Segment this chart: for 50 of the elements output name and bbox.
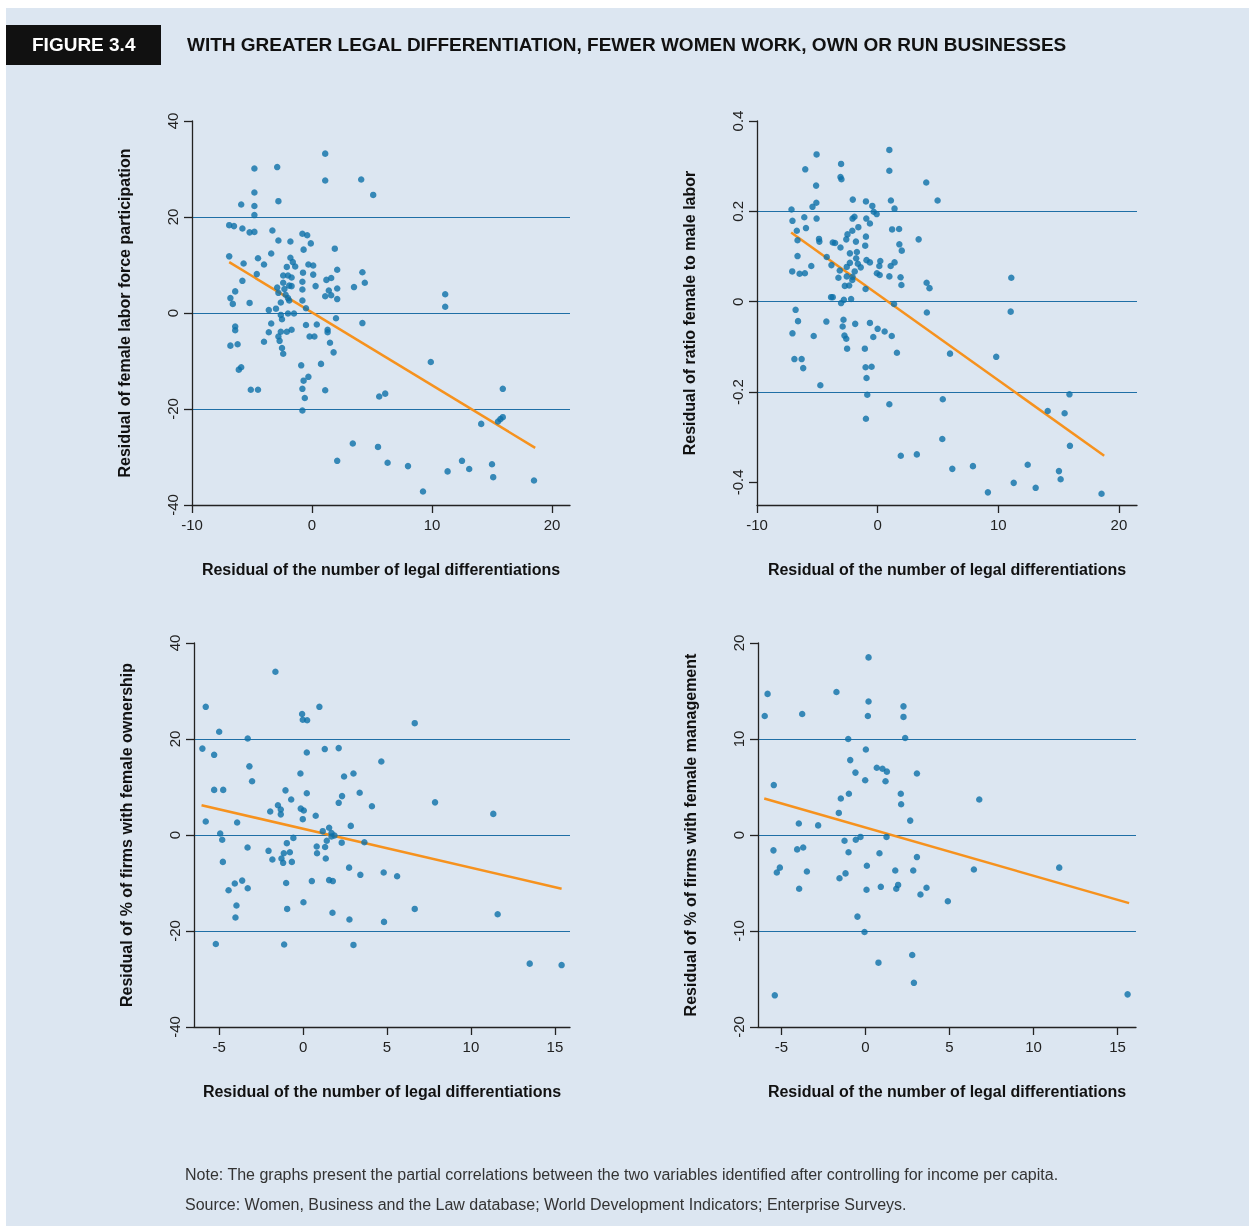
x-tick-label: 15 bbox=[546, 1038, 564, 1055]
x-tick-label: -5 bbox=[774, 1038, 789, 1055]
x-tick-label: 0 bbox=[307, 516, 317, 533]
x-tick-label: -10 bbox=[181, 516, 203, 533]
text: WITH GREATER LEGAL DIFFERENTIATION, FEWER WOMEN WORK, OWN OR RUN BUSINESSES bbox=[187, 33, 1067, 57]
y-tick-label: -20 bbox=[166, 920, 183, 942]
y-tick-label: 20 bbox=[166, 730, 183, 748]
x-tick-label: 20 bbox=[1110, 516, 1128, 533]
y-tick-label: 0 bbox=[166, 830, 183, 840]
y-tick-label: 40 bbox=[164, 112, 181, 130]
y-tick-label: -0.2 bbox=[729, 379, 746, 405]
x-tick-label: 0 bbox=[873, 516, 882, 533]
y-tick-label: -40 bbox=[164, 494, 181, 516]
y-axis-title: Residual of female labor force participation bbox=[115, 148, 133, 478]
x-tick-label: -10 bbox=[746, 516, 768, 533]
y-tick-label: 0 bbox=[729, 297, 746, 306]
y-tick-label: -20 bbox=[164, 398, 181, 420]
source-note: Source: Women, Business and the Law database; World Development Indicators; Enterprise Surveys. bbox=[185, 1195, 908, 1215]
x-tick-label: 10 bbox=[462, 1038, 480, 1055]
y-tick-label: 40 bbox=[166, 634, 183, 652]
y-tick-label: 20 bbox=[730, 634, 747, 652]
y-tick-label: -40 bbox=[166, 1016, 183, 1038]
y-tick-label: 20 bbox=[164, 208, 181, 226]
y-tick-label: 10 bbox=[730, 730, 747, 748]
y-tick-label: -10 bbox=[730, 920, 747, 942]
y-tick-label: 0.2 bbox=[729, 200, 746, 222]
y-tick-label: 0 bbox=[164, 308, 181, 318]
x-tick-label: 10 bbox=[1025, 1038, 1042, 1055]
y-axis-title: Residual of ratio female to male labor bbox=[680, 170, 698, 456]
chart-subtitle: FIGURE 3.4 bbox=[6, 25, 162, 65]
x-tick-label: 5 bbox=[945, 1038, 954, 1055]
y-tick-label: -20 bbox=[730, 1016, 747, 1038]
x-tick-label: 10 bbox=[423, 516, 441, 533]
y-tick-label: 0.4 bbox=[729, 110, 746, 132]
y-tick-label: -0.4 bbox=[729, 469, 746, 496]
x-tick-label: 5 bbox=[382, 1038, 392, 1055]
x-tick-label: -5 bbox=[212, 1038, 226, 1055]
x-axis-title: Residual of the number of legal differentiations bbox=[767, 560, 1127, 578]
x-tick-label: 0 bbox=[861, 1038, 870, 1055]
x-axis-title: Residual of the number of legal differentiations bbox=[202, 1082, 562, 1100]
x-tick-label: 0 bbox=[298, 1038, 308, 1055]
y-tick-label: 0 bbox=[730, 830, 747, 840]
y-axis-title: Residual of % of firms with female ownership bbox=[117, 662, 135, 1008]
y-axis-title: Residual of % of firms with female management bbox=[681, 652, 699, 1017]
x-axis-title: Residual of the number of legal differentiations bbox=[767, 1082, 1127, 1100]
x-axis-title: Residual of the number of legal differentiations bbox=[201, 560, 561, 578]
x-tick-label: 10 bbox=[989, 516, 1007, 533]
x-tick-label: 15 bbox=[1109, 1038, 1126, 1055]
text: Note: The graphs present the partial correlations between the two variables identified after controlling for income per capita. bbox=[185, 1165, 1059, 1185]
x-tick-label: 20 bbox=[543, 516, 561, 533]
